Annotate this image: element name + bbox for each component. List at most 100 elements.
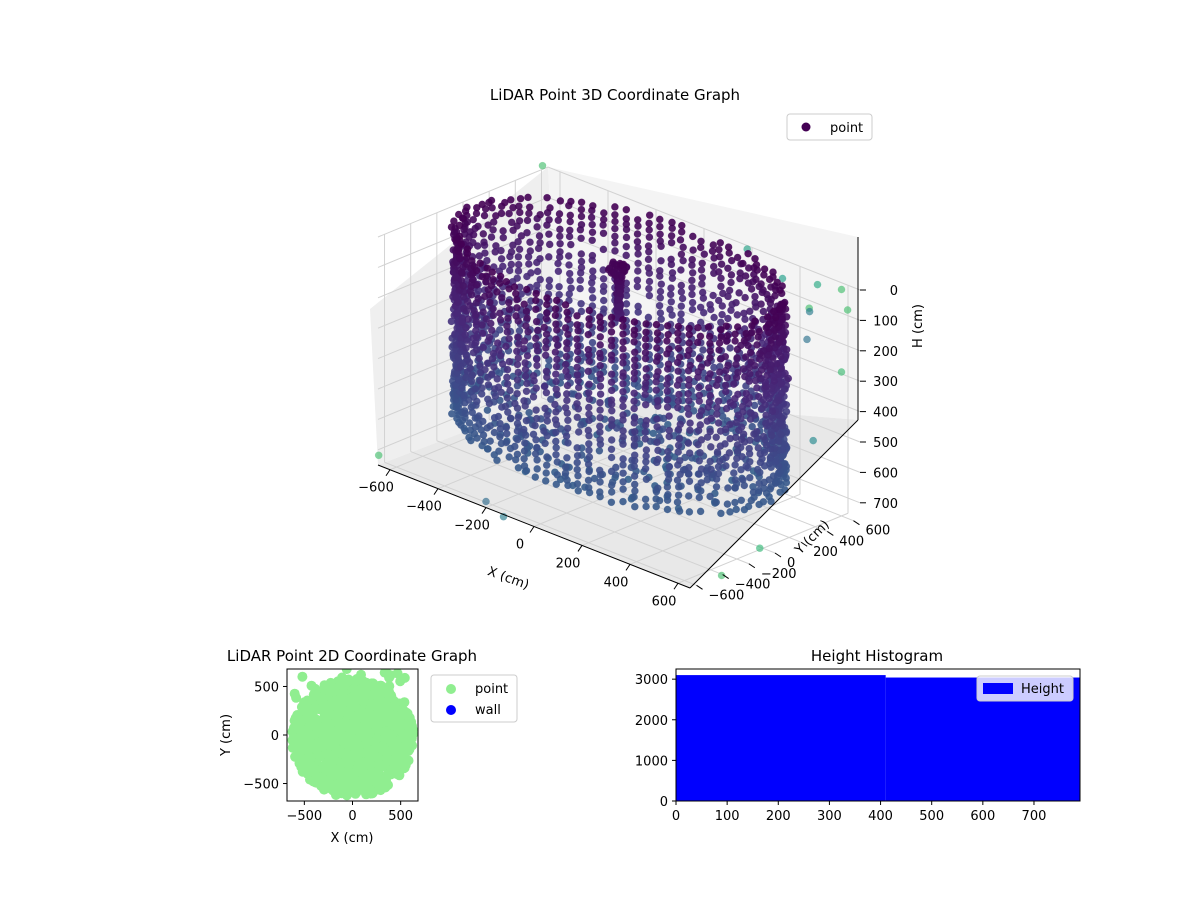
- lidar-point: [522, 387, 531, 396]
- lidar-point: [741, 353, 750, 361]
- plot-frame-histogram: [675, 668, 1081, 802]
- lidar-point: [630, 326, 639, 335]
- lidar-point: [484, 445, 492, 453]
- y-tick-label-histogram: 2000: [635, 714, 668, 729]
- lidar-point: [543, 411, 551, 419]
- lidar-point: [697, 406, 706, 415]
- lidar-point: [496, 419, 504, 428]
- lidar-point: [467, 290, 476, 299]
- x-tick-3d: [625, 564, 631, 571]
- lidar-point: [714, 375, 722, 384]
- lidar-point: [655, 266, 664, 275]
- lidar-point: [510, 283, 519, 291]
- lidar-point: [677, 228, 686, 236]
- y-tick-3d: [696, 584, 703, 590]
- x-tick-label-histogram: 700: [1022, 809, 1047, 824]
- lidar-point: [684, 439, 693, 448]
- lidar-point: [782, 345, 791, 354]
- lidar-point: [532, 341, 541, 350]
- lidar-point: [522, 285, 531, 294]
- scatter-point: [376, 705, 387, 716]
- lidar-point: [497, 293, 506, 302]
- lidar-point: [566, 240, 575, 249]
- scatter-point: [297, 671, 308, 682]
- lidar-point: [677, 310, 685, 318]
- lidar-point: [529, 430, 538, 439]
- lidar-point: [561, 469, 570, 477]
- lidar-point: [761, 362, 769, 370]
- lidar-point: [717, 260, 726, 269]
- lidar-point: [675, 507, 684, 516]
- lidar-point: [653, 422, 661, 431]
- lidar-point: [588, 294, 597, 302]
- lidar-point: [542, 461, 551, 470]
- lidar-point: [462, 307, 471, 315]
- lidar-point: [742, 329, 750, 338]
- lidar-point: [751, 376, 760, 385]
- lidar-point: [741, 272, 750, 280]
- lidar-point: [732, 360, 740, 369]
- lidar-point: [487, 233, 496, 241]
- lidar-point: [476, 259, 485, 268]
- lidar-point: [536, 238, 544, 247]
- lidar-point: [611, 239, 619, 247]
- lidar-point: [717, 509, 725, 518]
- lidar-point: [527, 269, 535, 277]
- lidar-point: [486, 437, 495, 445]
- lidar-point: [663, 483, 672, 491]
- lidar-point: [813, 280, 822, 289]
- lidar-point: [665, 462, 674, 471]
- lidar-point: [673, 403, 682, 412]
- lidar-point: [479, 343, 488, 352]
- lidar-point: [745, 377, 754, 386]
- lidar-point: [485, 333, 494, 342]
- lidar-point: [714, 469, 723, 478]
- scatter-point: [330, 711, 341, 722]
- z-tick-label-3d: 100: [873, 314, 898, 329]
- lidar-point: [653, 438, 661, 447]
- lidar-point: [595, 488, 604, 496]
- lidar-point: [712, 482, 721, 491]
- lidar-point: [588, 273, 597, 282]
- lidar-point: [584, 426, 593, 435]
- lidar-2d-plot: LiDAR Point 2D Coordinate Graph −500 0 500…: [219, 647, 518, 846]
- lidar-point: [521, 359, 529, 367]
- lidar-point: [533, 267, 542, 276]
- legend-swatch-height: [983, 683, 1013, 694]
- lidar-point: [498, 262, 507, 271]
- lidar-point: [584, 388, 593, 397]
- lidar-point: [523, 351, 532, 360]
- lidar-point: [674, 329, 682, 338]
- lidar-point: [532, 289, 540, 298]
- lidar-point: [454, 376, 463, 384]
- scatter-point: [326, 753, 337, 764]
- lidar-point: [514, 260, 523, 269]
- lidar-point: [645, 284, 653, 293]
- lidar-point: [653, 344, 661, 352]
- lidar-point: [565, 261, 573, 269]
- lidar-point: [695, 354, 704, 363]
- lidar-point: [505, 357, 514, 366]
- lidar-point: [542, 300, 551, 309]
- lidar-point: [551, 400, 559, 409]
- lidar-point: [513, 427, 522, 435]
- lidar-point: [684, 396, 693, 405]
- scatter-point: [399, 750, 410, 761]
- lidar-point: [483, 359, 492, 368]
- lidar-point: [585, 357, 594, 366]
- lidar-point: [732, 454, 741, 463]
- lidar-point: [504, 314, 512, 323]
- lidar-point: [642, 373, 651, 382]
- lidar-point: [595, 349, 604, 358]
- lidar-point: [495, 346, 503, 354]
- lidar-point: [487, 281, 496, 290]
- lidar-point: [573, 347, 582, 356]
- lidar-point: [475, 252, 484, 260]
- lidar-point: [577, 257, 586, 266]
- lidar-point: [697, 266, 706, 274]
- lidar-point: [501, 402, 510, 411]
- lidar-point: [642, 446, 651, 454]
- lidar-point: [685, 346, 693, 355]
- lidar-point: [588, 286, 596, 294]
- lidar-point: [705, 332, 714, 341]
